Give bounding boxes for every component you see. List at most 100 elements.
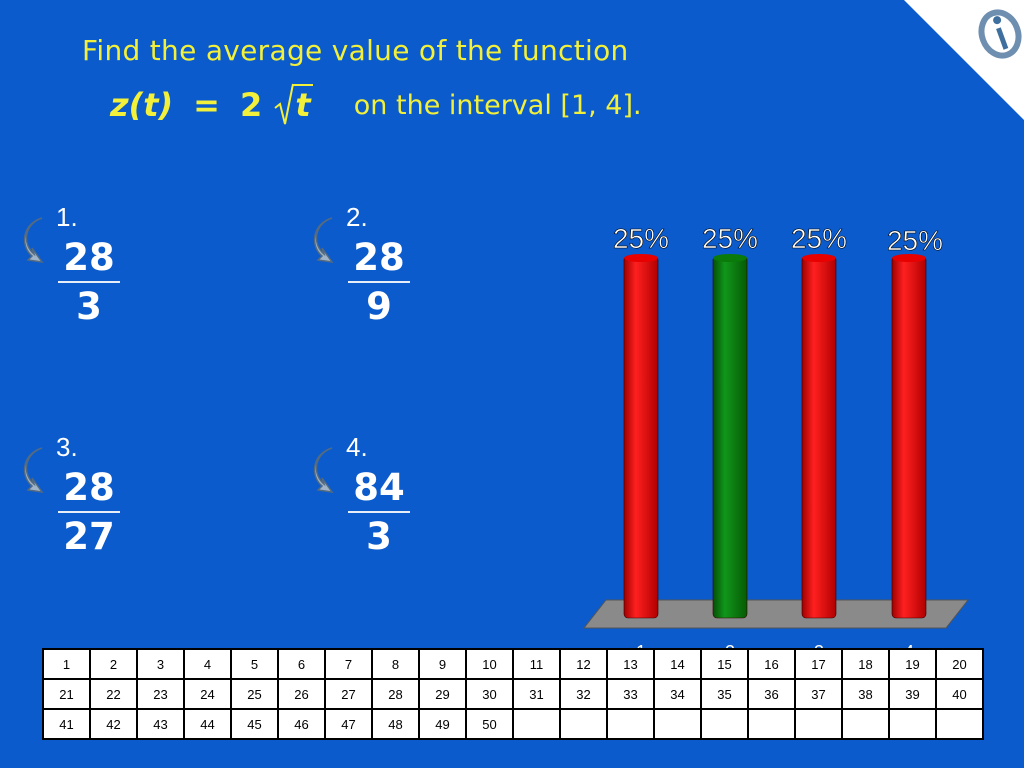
curved-arrow-icon bbox=[313, 217, 334, 263]
grid-cell: 22 bbox=[89, 678, 138, 710]
bar-cap bbox=[713, 254, 747, 262]
option-fraction: 84 3 bbox=[348, 468, 410, 557]
grid-cell: 21 bbox=[42, 678, 91, 710]
grid-cell: 5 bbox=[230, 648, 279, 680]
fraction-bar bbox=[348, 281, 410, 283]
numerator: 28 bbox=[63, 236, 115, 279]
option-fraction: 28 3 bbox=[58, 238, 120, 327]
bar-option-1 bbox=[623, 255, 659, 619]
grid-cell: 25 bbox=[230, 678, 279, 710]
grid-cell: 8 bbox=[371, 648, 420, 680]
grid-cell: 20 bbox=[935, 648, 984, 680]
grid-cell: 46 bbox=[277, 708, 326, 740]
curved-arrow-icon bbox=[313, 447, 334, 493]
grid-cell: 40 bbox=[935, 678, 984, 710]
bar-option-3 bbox=[801, 255, 837, 619]
coefficient: 2 bbox=[239, 86, 263, 124]
grid-cell: 3 bbox=[136, 648, 185, 680]
grid-cell: 28 bbox=[371, 678, 420, 710]
data-label: 25% bbox=[887, 225, 943, 256]
grid-cell: 42 bbox=[89, 708, 138, 740]
grid-cell: 50 bbox=[465, 708, 514, 740]
grid-cell: 31 bbox=[512, 678, 561, 710]
option-fraction: 28 27 bbox=[58, 468, 120, 557]
interval-text: on the interval [1, 4]. bbox=[353, 89, 642, 121]
option-number: 2. bbox=[346, 202, 368, 232]
function-formula: z(t) = 2 t bbox=[110, 83, 313, 125]
responder-grid: 1 2 3 4 5 6 7 8 9 10 11 12 13 14 15 16 17 18 19 20 21 22 23 24 2… bbox=[42, 648, 984, 740]
question-text: Find the average value of the function z… bbox=[82, 34, 642, 125]
option-number: 1. bbox=[56, 202, 78, 232]
grid-cell: 26 bbox=[277, 678, 326, 710]
response-bar-chart: 25%125%225%325%4 bbox=[582, 223, 970, 662]
grid-cell: 11 bbox=[512, 648, 561, 680]
grid-cell: 10 bbox=[465, 648, 514, 680]
question-line2: z(t) = 2 t on the interval [1, 4]. bbox=[110, 83, 642, 125]
grid-cell: 33 bbox=[606, 678, 655, 710]
option-fraction: 28 9 bbox=[348, 238, 410, 327]
grid-cell: 18 bbox=[841, 648, 890, 680]
grid-cell: 12 bbox=[559, 648, 608, 680]
grid-cell: 7 bbox=[324, 648, 373, 680]
curved-arrow-icon bbox=[23, 217, 44, 263]
grid-cell: 38 bbox=[841, 678, 890, 710]
grid-cell: 32 bbox=[559, 678, 608, 710]
radicand: t bbox=[293, 84, 313, 124]
grid-cell: 49 bbox=[418, 708, 467, 740]
radical-sign-icon bbox=[274, 83, 295, 125]
grid-cell: 39 bbox=[888, 678, 937, 710]
grid-cell bbox=[794, 708, 843, 740]
question-line1: Find the average value of the function bbox=[82, 34, 629, 67]
grid-cell bbox=[935, 708, 984, 740]
fraction-bar bbox=[58, 281, 120, 283]
grid-cell bbox=[559, 708, 608, 740]
denominator: 3 bbox=[76, 285, 102, 328]
square-root: t bbox=[273, 83, 313, 125]
grid-cell: 37 bbox=[794, 678, 843, 710]
equals-sign: = bbox=[193, 86, 220, 124]
grid-cell: 23 bbox=[136, 678, 185, 710]
bar-option-2 bbox=[712, 255, 748, 619]
grid-cell: 35 bbox=[700, 678, 749, 710]
grid-cell: 9 bbox=[418, 648, 467, 680]
grid-cell bbox=[512, 708, 561, 740]
chart-floor bbox=[582, 599, 970, 629]
option-number: 4. bbox=[346, 432, 368, 462]
grid-cell: 48 bbox=[371, 708, 420, 740]
grid-cell bbox=[700, 708, 749, 740]
grid-cell bbox=[841, 708, 890, 740]
denominator: 27 bbox=[63, 515, 115, 558]
grid-cell: 34 bbox=[653, 678, 702, 710]
grid-cell: 24 bbox=[183, 678, 232, 710]
grid-cell: 45 bbox=[230, 708, 279, 740]
grid-cell bbox=[747, 708, 796, 740]
grid-cell: 44 bbox=[183, 708, 232, 740]
grid-cell: 14 bbox=[653, 648, 702, 680]
bar-option-4 bbox=[891, 255, 927, 619]
bar-cap bbox=[892, 254, 926, 262]
grid-cell: 43 bbox=[136, 708, 185, 740]
numerator: 28 bbox=[63, 466, 115, 509]
grid-cell: 17 bbox=[794, 648, 843, 680]
grid-cell: 15 bbox=[700, 648, 749, 680]
grid-cell: 13 bbox=[606, 648, 655, 680]
grid-cell bbox=[606, 708, 655, 740]
bar-cap bbox=[624, 254, 658, 262]
grid-cell: 47 bbox=[324, 708, 373, 740]
grid-cell: 2 bbox=[89, 648, 138, 680]
data-label: 25% bbox=[613, 223, 669, 254]
grid-cell: 27 bbox=[324, 678, 373, 710]
grid-cell: 41 bbox=[42, 708, 91, 740]
turning-point-logo-icon bbox=[904, 0, 1024, 120]
grid-row: 21 22 23 24 25 26 27 28 29 30 31 32 33 34 35 36 37 38 39 40 bbox=[42, 678, 984, 710]
grid-cell: 16 bbox=[747, 648, 796, 680]
numerator: 28 bbox=[353, 236, 405, 279]
fraction-bar bbox=[58, 511, 120, 513]
grid-cell: 30 bbox=[465, 678, 514, 710]
curved-arrow-icon bbox=[23, 447, 44, 493]
data-label: 25% bbox=[791, 223, 847, 254]
grid-cell bbox=[888, 708, 937, 740]
grid-cell: 29 bbox=[418, 678, 467, 710]
option-number: 3. bbox=[56, 432, 78, 462]
numerator: 84 bbox=[353, 466, 405, 509]
